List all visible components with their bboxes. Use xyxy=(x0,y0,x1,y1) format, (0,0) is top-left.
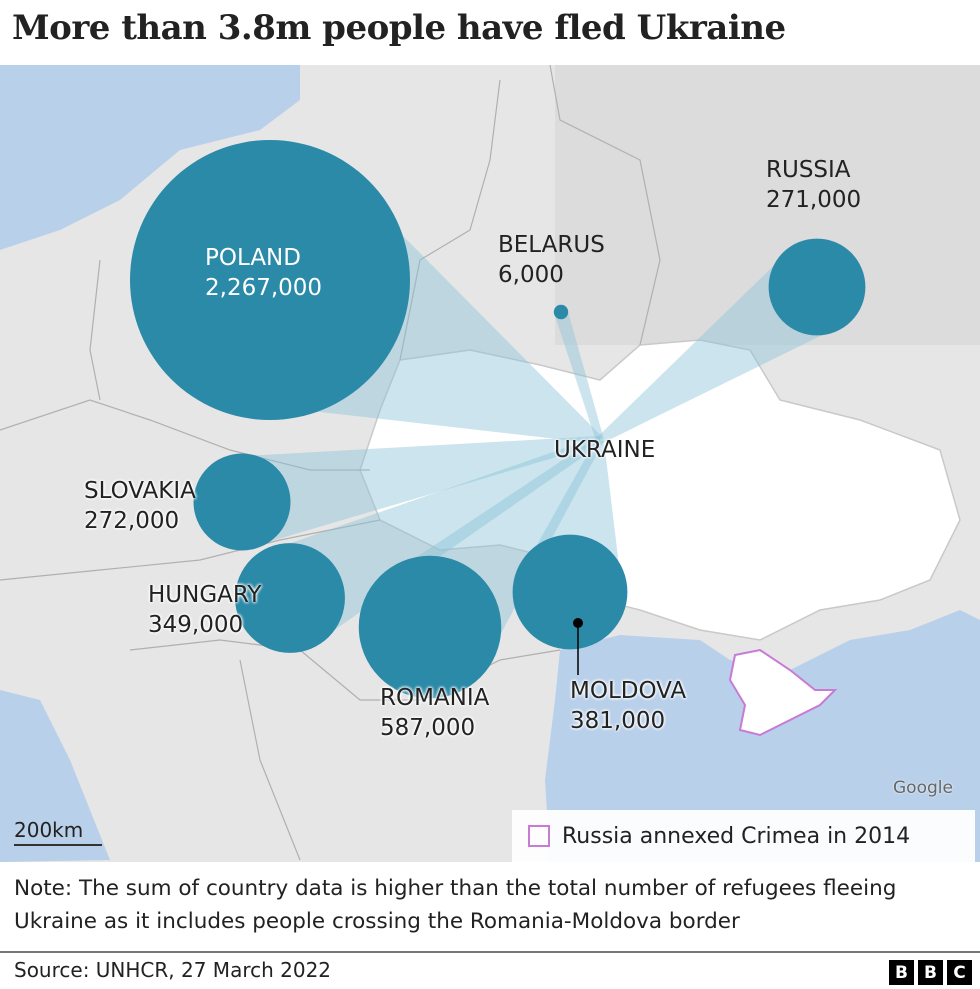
bubble-slovakia xyxy=(193,453,291,551)
country-label-belarus: BELARUS 6,000 xyxy=(498,230,605,290)
country-name: SLOVAKIA xyxy=(84,478,196,504)
bubble-layer xyxy=(130,140,866,699)
flow-slovakia xyxy=(234,436,601,548)
country-label-moldova: MOLDOVA 381,000 xyxy=(570,676,686,736)
crimea-legend-swatch xyxy=(528,825,550,847)
refugee-count: 271,000 xyxy=(766,187,862,213)
bubble-moldova xyxy=(512,534,628,650)
refugee-count: 381,000 xyxy=(570,708,666,734)
country-label-slovakia: SLOVAKIA 272,000 xyxy=(84,476,196,536)
refugee-count: 6,000 xyxy=(498,262,564,288)
refugee-count: 349,000 xyxy=(148,612,244,638)
refugee-count: 2,267,000 xyxy=(205,275,323,301)
map xyxy=(0,65,980,862)
chart-title: More than 3.8m people have fled Ukraine xyxy=(12,8,786,48)
bubble-russia xyxy=(768,238,866,336)
refugee-count: 272,000 xyxy=(84,508,180,534)
moldova-point-marker xyxy=(573,618,583,628)
note-text: Note: The sum of country data is higher … xyxy=(14,876,897,934)
country-name: BELARUS xyxy=(498,232,605,258)
country-label-russia: RUSSIA 271,000 xyxy=(766,155,861,215)
bbc-logo: B B C xyxy=(889,960,972,985)
bubble-belarus xyxy=(553,304,569,320)
logo-letter: B xyxy=(889,960,914,985)
country-name: RUSSIA xyxy=(766,157,851,183)
legend-label: Russia annexed Crimea in 2014 xyxy=(562,823,911,849)
borders xyxy=(0,65,661,861)
divider xyxy=(0,951,980,953)
bubble-poland xyxy=(130,140,410,420)
flow-hungary xyxy=(266,436,602,645)
ukraine-label: UKRAINE xyxy=(554,437,656,463)
country-name: HUNGARY xyxy=(148,582,262,608)
country-label-hungary: HUNGARY 349,000 xyxy=(148,580,261,640)
black-sea xyxy=(545,610,980,862)
source-text: Source: UNHCR, 27 March 2022 xyxy=(14,958,332,982)
legend: Russia annexed Crimea in 2014 xyxy=(512,810,975,862)
logo-letter: C xyxy=(947,960,972,985)
country-label-romania: ROMANIA 587,000 xyxy=(380,683,489,743)
country-name: MOLDOVA xyxy=(570,678,687,704)
map-attribution: Google xyxy=(893,778,953,798)
country-name: ROMANIA xyxy=(380,685,490,711)
country-name: POLAND xyxy=(205,245,301,271)
refugee-count: 587,000 xyxy=(380,715,476,741)
adriatic-sea xyxy=(0,690,110,862)
flow-belarus xyxy=(554,310,604,442)
logo-letter: B xyxy=(918,960,943,985)
baltic-sea xyxy=(0,65,300,250)
bubble-hungary xyxy=(235,543,345,653)
russia-land xyxy=(555,65,980,345)
country-label-poland: POLAND 2,267,000 xyxy=(205,243,322,303)
crimea-shape xyxy=(728,648,838,737)
bubble-romania xyxy=(358,555,502,699)
scale-bar: 200km xyxy=(14,818,102,846)
